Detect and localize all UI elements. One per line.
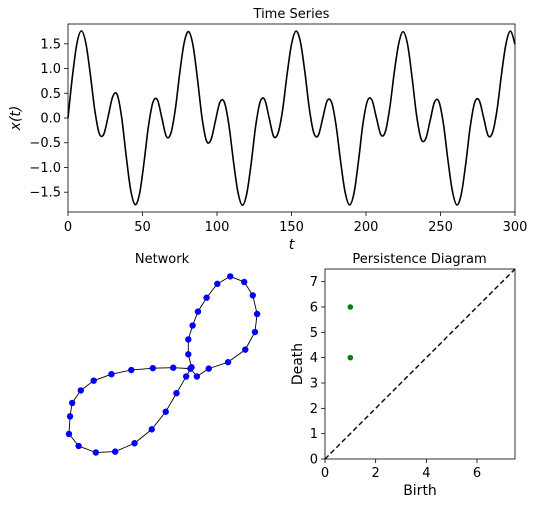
persistence-xtick-label: 2 [372, 466, 380, 481]
network-node [170, 364, 177, 371]
network-node [162, 408, 169, 415]
persistence-xtick-label: 4 [422, 466, 430, 481]
time-series-ytick-label: −1.5 [29, 186, 61, 201]
network-edge [95, 451, 116, 453]
time-series-ytick-label: −1.0 [29, 161, 61, 176]
network-panel: Network [65, 252, 261, 456]
network-node [108, 370, 115, 378]
persistence-ytick-label: 3 [310, 377, 318, 392]
persistence-frame [324, 268, 516, 460]
network-node [224, 358, 232, 366]
persistence-panel: Persistence Diagram 0 2 4 6 0 1 2 3 4 5 6 7 Birth D… [290, 252, 516, 499]
network-edge [227, 349, 246, 363]
time-series-xtick-label: 300 [503, 220, 528, 235]
time-series-xtick-label: 200 [354, 220, 379, 235]
network-node [66, 413, 74, 420]
time-series-line [67, 30, 516, 206]
network-node [182, 373, 190, 380]
time-series-ticks: 0 50 100 150 200 250 300 −1.5 −1.0 −0.5 0.0 0.5 1.0 1… [29, 37, 527, 235]
persistence-xtick-label: 6 [473, 466, 481, 481]
persistence-ytick-label: 4 [310, 351, 318, 366]
time-series-frame [67, 23, 516, 213]
network-node [77, 387, 85, 394]
network-node [242, 346, 249, 353]
persistence-ytick-label: 5 [310, 326, 318, 341]
persistence-ticks: 0 2 4 6 0 1 2 3 4 5 6 7 [310, 275, 481, 481]
persistence-xlabel: Birth [403, 483, 437, 499]
network-node [185, 351, 192, 358]
persistence-ytick-label: 1 [310, 427, 318, 442]
network-node [90, 377, 97, 384]
time-series-xtick-label: 0 [64, 220, 72, 235]
persistence-xtick-label: 0 [321, 466, 329, 481]
network-node [128, 366, 135, 374]
time-series-xtick-label: 100 [205, 220, 230, 235]
persistence-diagonal [324, 268, 516, 460]
network-nodes [65, 273, 261, 456]
time-series-ylabel: x(t) [8, 106, 24, 132]
time-series-ytick-label: 0.5 [40, 87, 61, 102]
time-series-xtick-label: 250 [428, 220, 453, 235]
network-node [75, 442, 82, 450]
network-node [173, 389, 180, 397]
network-node [193, 373, 201, 380]
network-node [194, 308, 202, 315]
persistence-ytick-label: 2 [310, 402, 318, 417]
network-node [69, 399, 76, 407]
network-node [185, 336, 192, 343]
time-series-panel: Time Series 0 50 100 150 200 250 300 −1.5 −1.0 −0… [8, 7, 527, 253]
network-edge [134, 428, 153, 444]
time-series-xlabel: t [289, 237, 295, 253]
persistence-point [347, 304, 354, 310]
network-node [188, 364, 195, 371]
persistence-ytick-label: 7 [310, 275, 318, 290]
time-series-ytick-label: 1.0 [40, 62, 61, 77]
network-edge [208, 361, 229, 370]
network-node [205, 365, 212, 372]
persistence-ytick-label: 0 [310, 453, 318, 468]
network-node [241, 278, 248, 286]
network-edge [176, 376, 187, 394]
network-edge [131, 367, 153, 371]
persistence-title: Persistence Diagram [352, 252, 486, 267]
persistence-points [347, 304, 354, 361]
time-series-xtick-label: 150 [279, 220, 304, 235]
network-node [92, 449, 100, 456]
network-node [148, 426, 155, 433]
time-series-ytick-label: 1.5 [40, 37, 61, 52]
network-edge [111, 369, 132, 375]
network-node [149, 364, 157, 372]
network-title: Network [135, 252, 190, 267]
network-node [227, 273, 234, 280]
persistence-ytick-label: 6 [310, 301, 318, 316]
network-edge [115, 442, 135, 452]
time-series-ytick-label: 0.0 [40, 112, 61, 127]
network-node [214, 280, 221, 288]
network-edge [165, 392, 177, 412]
time-series-ytick-label: −0.5 [29, 136, 61, 151]
network-node [249, 292, 256, 299]
time-series-title: Time Series [253, 7, 330, 22]
network-edge [244, 331, 256, 350]
network-node [189, 322, 196, 329]
time-series-xtick-label: 50 [134, 220, 151, 235]
network-node [65, 430, 73, 438]
persistence-ylabel: Death [290, 343, 306, 385]
persistence-point [347, 354, 354, 361]
network-node [112, 448, 119, 455]
network-node [131, 440, 138, 447]
network-node [251, 328, 259, 336]
network-node [203, 294, 210, 301]
network-edge [151, 411, 167, 430]
network-node [253, 310, 261, 318]
